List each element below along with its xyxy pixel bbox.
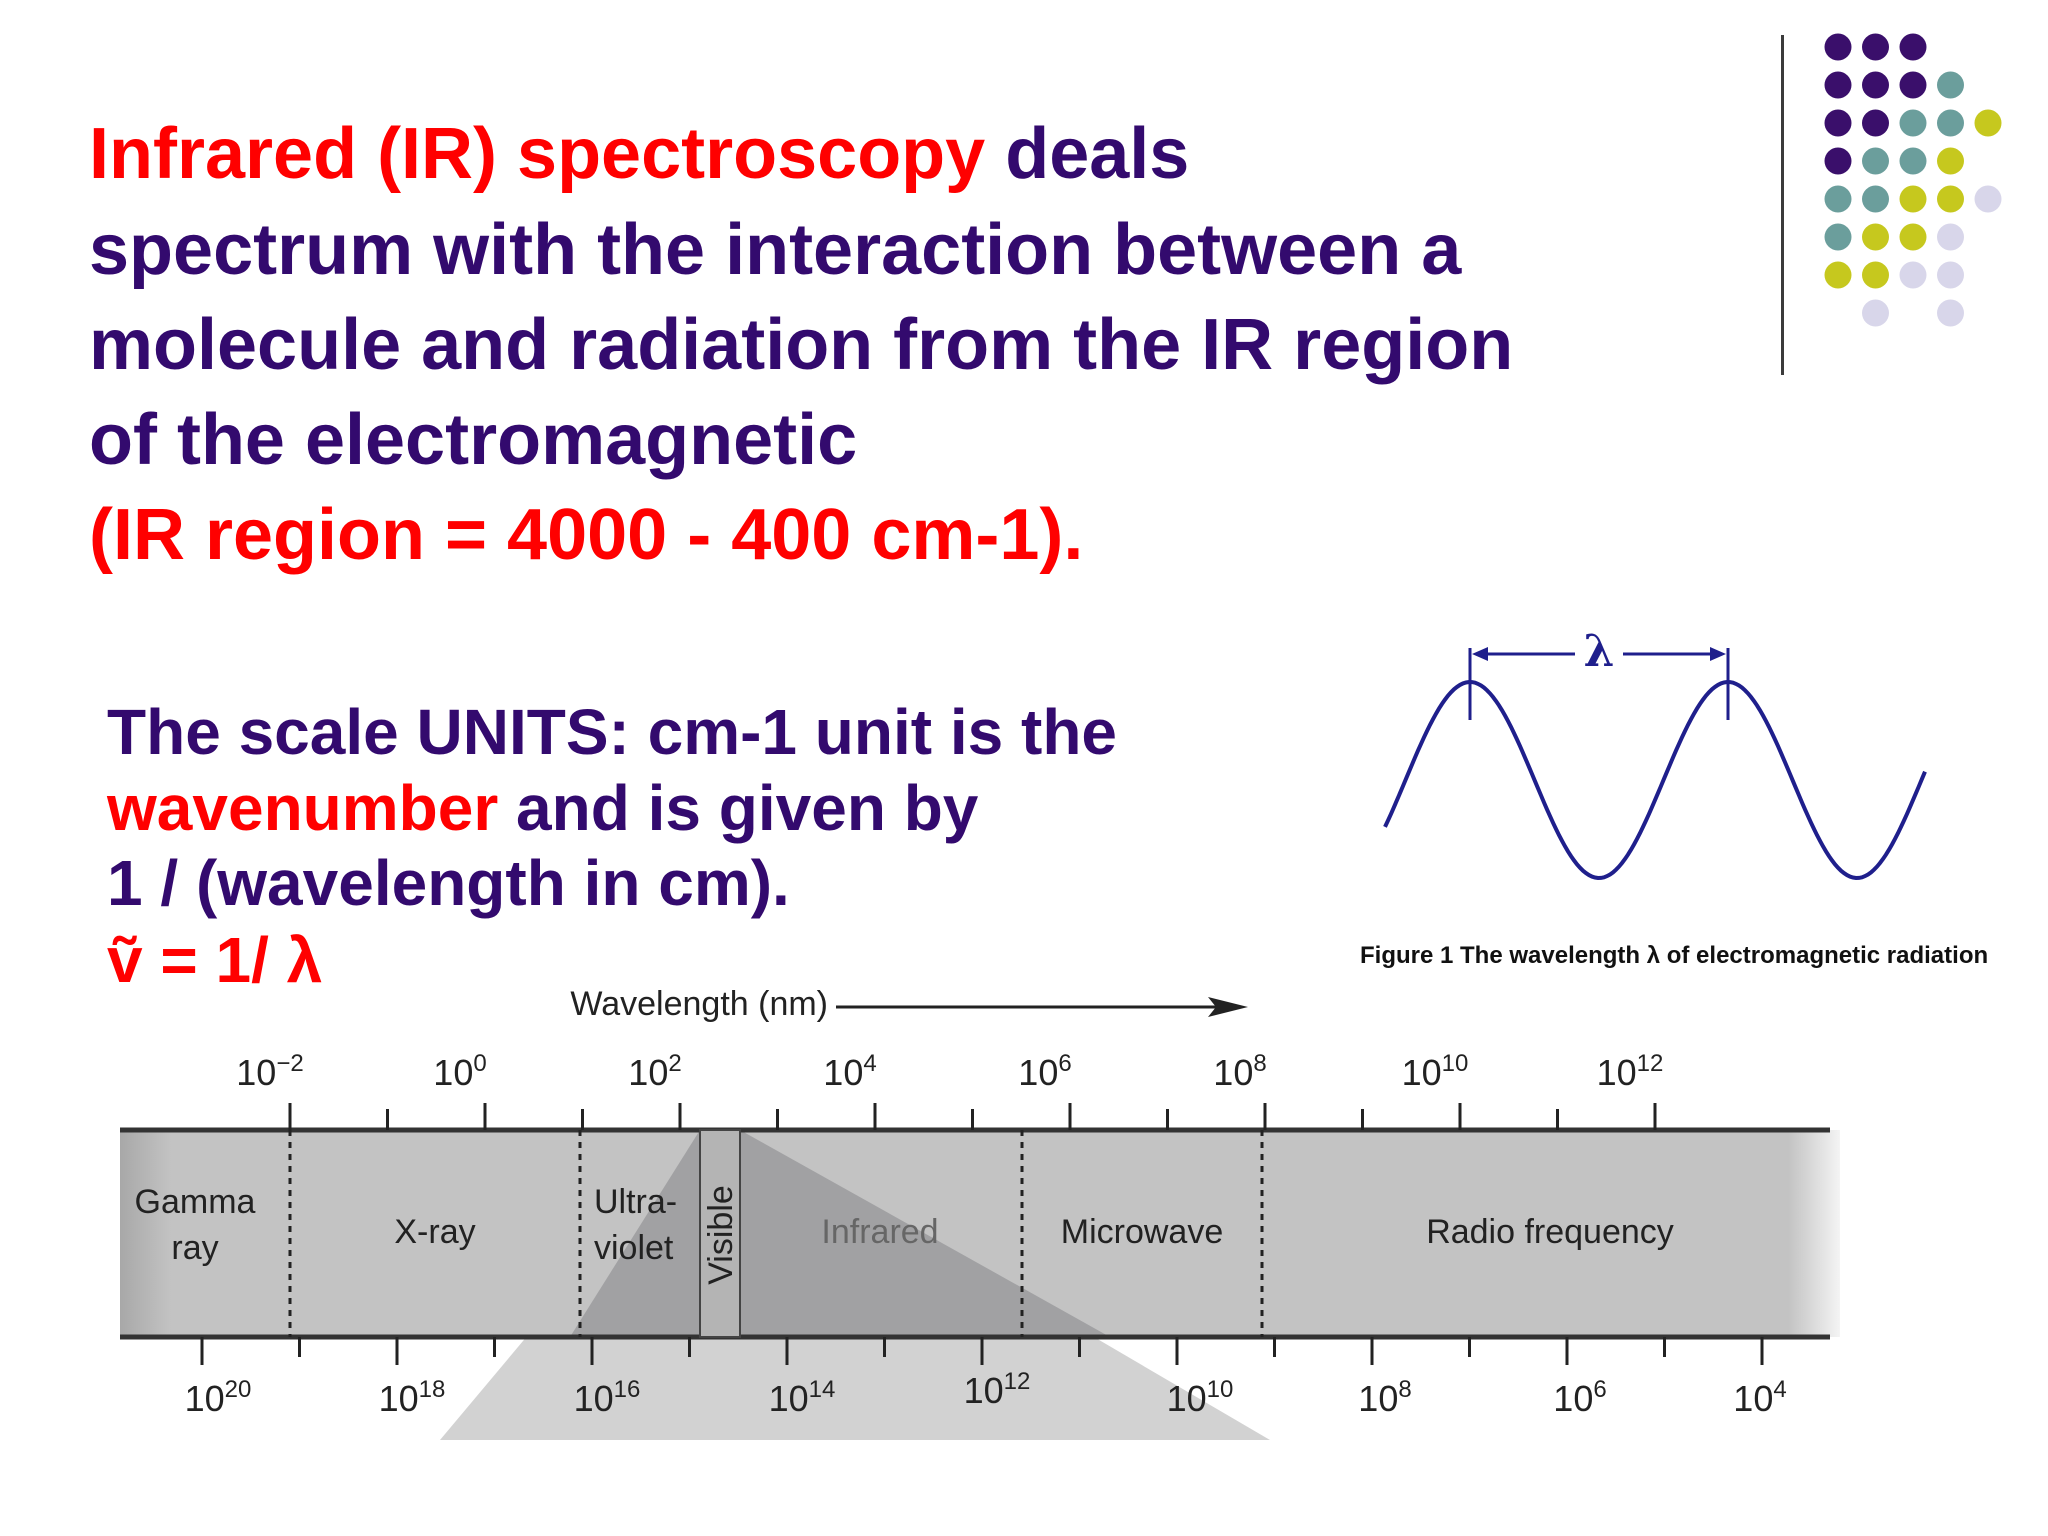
bottom-tick-label: 1018	[379, 1376, 446, 1419]
arrowhead-right-icon	[1710, 647, 1726, 661]
decorative-dot	[1974, 185, 2002, 213]
region-label-gamma: Gamma	[135, 1183, 256, 1221]
decorative-dot	[1899, 109, 1927, 137]
region-label-xray: X-ray	[394, 1213, 475, 1251]
decorative-dot	[1899, 33, 1927, 61]
bottom-tick-label: 104	[1733, 1376, 1786, 1419]
decorative-dot	[1937, 71, 1964, 99]
region-label-ultraviolet: violet	[594, 1229, 674, 1267]
region-label-radio: Radio frequency	[1426, 1213, 1674, 1251]
decorative-dot	[1899, 147, 1927, 175]
decorative-dot	[1937, 261, 1964, 289]
wavenumber-term: wavenumber	[107, 772, 499, 844]
units-line-3: 1 / (wavelength in cm).	[107, 851, 790, 915]
figure-caption: Figure 1 The wavelength λ of electromagn…	[1360, 942, 1989, 969]
title-line-5: (IR region = 4000 - 400 cm-1).	[89, 499, 1083, 571]
decorative-dot	[1862, 33, 1889, 61]
bottom-tick-label: 1020	[185, 1376, 252, 1419]
units-text: and is given by	[498, 772, 979, 844]
bottom-tick-label: 1010	[1167, 1376, 1234, 1419]
bottom-tick-label: 1014	[769, 1376, 836, 1419]
decorative-dot	[1862, 71, 1889, 99]
decorative-dot	[1824, 185, 1852, 213]
decorative-dot	[1862, 185, 1889, 213]
title-line-1: Infrared (IR) spectroscopy deals	[89, 118, 1189, 190]
decorative-dot	[1824, 71, 1852, 99]
decorative-dot	[1937, 147, 1964, 175]
units-text: The scale UNITS: cm-1 unit is the	[107, 696, 1117, 768]
decorative-dot	[1974, 109, 2002, 137]
arrow-right-icon	[1208, 997, 1248, 1017]
decorative-dot	[1862, 223, 1889, 251]
bottom-tick-label: 1016	[574, 1376, 641, 1419]
bottom-tick-marks	[200, 1337, 1764, 1365]
title-text: molecule and radiation from the IR regio…	[89, 305, 1514, 385]
region-dividers	[288, 1130, 1264, 1337]
title-highlight: Infrared (IR) spectroscopy	[89, 114, 986, 194]
decorative-dot	[1824, 223, 1852, 251]
em-spectrum-diagram: Wavelength (nm) 10−2 100 102 104 106 108…	[120, 985, 1840, 1440]
decorative-dot	[1824, 147, 1852, 175]
wavenumber-formula: ṽ = 1/ λ	[107, 924, 323, 996]
decorative-dot	[1824, 109, 1852, 137]
title-line-3: molecule and radiation from the IR regio…	[89, 309, 1513, 381]
region-label-microwave: Microwave	[1061, 1213, 1223, 1251]
decorative-dot	[1862, 147, 1889, 175]
region-label-ultraviolet: Ultra-	[594, 1183, 677, 1221]
title-text: spectrum with the interaction between a	[89, 210, 1462, 290]
decorative-dot	[1862, 109, 1889, 137]
decorative-dot-grid	[1824, 33, 2002, 327]
decorative-divider	[1781, 35, 1784, 375]
top-tick-label: 104	[823, 1050, 876, 1093]
axis-title: Wavelength (nm)	[570, 985, 828, 1023]
region-label-gamma: ray	[171, 1229, 218, 1267]
units-line-1: The scale UNITS: cm-1 unit is the	[107, 700, 1117, 764]
title-line-2: spectrum with the interaction between a	[89, 214, 1461, 286]
top-tick-label: 10−2	[236, 1050, 303, 1093]
top-tick-marks	[288, 1103, 1657, 1130]
region-label-visible: Visible	[702, 1185, 740, 1285]
top-tick-label: 106	[1018, 1050, 1071, 1093]
arrowhead-left-icon	[1472, 647, 1488, 661]
ir-region-range: (IR region = 4000 - 400 cm-1).	[89, 495, 1084, 575]
visible-band	[699, 1129, 741, 1338]
decorative-dot	[1899, 71, 1927, 99]
lambda-label: λ	[1584, 626, 1615, 677]
units-line-2: wavenumber and is given by	[107, 776, 978, 840]
decorative-dot	[1862, 261, 1889, 289]
decorative-dot	[1937, 109, 1964, 137]
top-tick-label: 102	[628, 1050, 681, 1093]
decorative-dot	[1937, 299, 1964, 327]
region-label-infrared: Infrared	[821, 1213, 938, 1251]
decorative-dot	[1824, 261, 1852, 289]
title-text: of the electromagnetic	[89, 400, 858, 480]
top-tick-label: 100	[433, 1050, 486, 1093]
decorative-dot	[1937, 223, 1964, 251]
units-text: 1 / (wavelength in cm).	[107, 847, 790, 919]
wavelength-figure: λ	[1383, 626, 1927, 881]
bottom-tick-label: 108	[1358, 1376, 1411, 1419]
top-tick-label: 108	[1213, 1050, 1266, 1093]
decorative-dot	[1824, 33, 1852, 61]
sine-wave	[1383, 679, 1927, 881]
title-text: deals	[985, 114, 1190, 194]
decorative-dot	[1899, 223, 1927, 251]
decorative-dot	[1899, 185, 1927, 213]
units-line-4: ṽ = 1/ λ	[107, 928, 322, 992]
title-line-4: of the electromagnetic	[89, 404, 857, 476]
top-tick-label: 1010	[1402, 1050, 1469, 1093]
bottom-tick-label: 106	[1553, 1376, 1606, 1419]
decorative-dot	[1899, 261, 1927, 289]
decorative-dot	[1937, 185, 1964, 213]
decorative-dot	[1862, 299, 1889, 327]
top-tick-label: 1012	[1597, 1050, 1664, 1093]
bottom-tick-label: 1012	[964, 1368, 1031, 1411]
